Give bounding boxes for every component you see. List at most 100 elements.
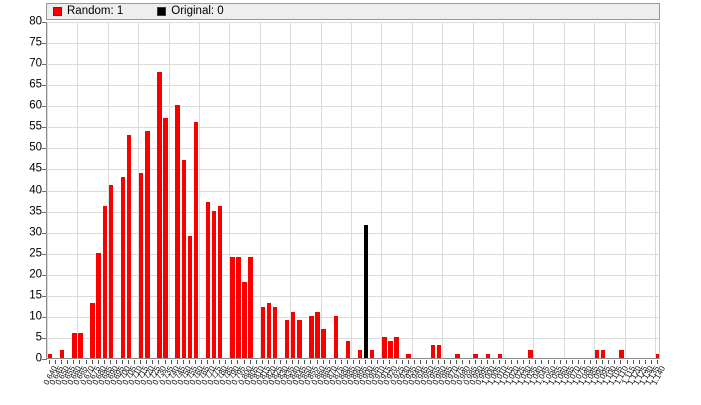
x-tick-mark <box>231 360 232 364</box>
x-tick-mark <box>578 360 579 364</box>
y-tick-label: 65 <box>29 78 42 91</box>
gridline-horizontal <box>47 190 659 192</box>
x-tick-mark <box>377 360 378 364</box>
gridline-vertical <box>77 22 78 358</box>
x-tick-mark <box>274 360 275 364</box>
x-tick-mark <box>134 360 135 364</box>
y-tick-mark <box>42 22 47 23</box>
gridline-vertical <box>655 22 656 358</box>
gridline-vertical <box>625 22 626 358</box>
y-tick-mark <box>42 64 47 66</box>
x-tick-mark <box>146 360 147 364</box>
x-tick-mark <box>67 360 68 364</box>
x-tick-mark <box>298 360 299 364</box>
plot-area <box>46 22 660 359</box>
gridline-vertical <box>564 22 565 358</box>
gridline-vertical <box>260 22 261 358</box>
x-tick-mark <box>128 360 129 364</box>
x-tick-mark <box>444 360 445 364</box>
x-tick-mark <box>566 360 567 364</box>
x-tick-mark <box>268 360 269 364</box>
bar-random <box>333 315 338 358</box>
x-tick-mark <box>584 360 585 364</box>
y-tick-mark <box>42 85 47 87</box>
x-tick-mark <box>98 360 99 364</box>
bar-random <box>138 172 144 358</box>
legend-entry-0[interactable]: Random: 1 <box>53 4 124 18</box>
bar-random <box>266 303 272 358</box>
x-tick-mark <box>481 360 482 364</box>
gridline-horizontal <box>47 106 659 108</box>
x-tick-mark <box>475 360 476 364</box>
x-tick-mark <box>55 360 56 364</box>
x-tick-mark <box>620 360 621 364</box>
gridline-horizontal <box>47 169 659 171</box>
x-tick-mark <box>79 360 80 364</box>
legend-entry-1[interactable]: Original: 0 <box>157 5 224 18</box>
bar-random <box>315 311 320 358</box>
gridline-horizontal <box>47 274 659 276</box>
x-tick-mark <box>420 360 421 364</box>
y-tick-label: 75 <box>29 36 42 49</box>
legend-label: Random: 1 <box>67 4 124 17</box>
bar-random <box>485 353 490 358</box>
x-tick-mark <box>426 360 427 364</box>
bar-random <box>102 206 107 358</box>
x-tick-mark <box>602 360 603 364</box>
gridline-vertical <box>199 22 200 358</box>
gridline-vertical <box>321 22 322 358</box>
y-tick-mark <box>42 169 47 171</box>
x-tick-mark <box>639 360 640 364</box>
bar-random <box>388 341 393 358</box>
gridline-horizontal <box>47 253 659 255</box>
x-tick-mark <box>256 360 257 364</box>
bar-random <box>473 353 478 358</box>
gridline-horizontal <box>47 295 659 297</box>
x-tick-mark <box>280 360 281 364</box>
y-tick-mark <box>42 295 47 297</box>
bar-random <box>90 303 95 358</box>
x-tick-mark <box>122 360 123 364</box>
gridline-horizontal <box>47 232 659 234</box>
bar-random <box>406 353 411 358</box>
gridline-horizontal <box>47 148 659 150</box>
bar-random <box>321 328 326 358</box>
gridline-vertical <box>412 22 413 358</box>
x-tick-mark <box>402 360 403 364</box>
x-tick-mark <box>86 360 87 364</box>
y-tick-mark <box>42 337 47 339</box>
y-tick-label: 45 <box>29 162 42 175</box>
x-tick-mark <box>244 360 245 364</box>
bar-random <box>242 282 247 358</box>
bar-random <box>205 202 211 358</box>
x-tick-mark <box>183 360 184 364</box>
gridline-horizontal <box>47 127 659 129</box>
gridline-vertical <box>290 22 291 358</box>
x-tick-mark <box>614 360 615 364</box>
x-tick-mark <box>171 360 172 364</box>
x-tick-mark <box>237 360 238 364</box>
x-tick-mark <box>371 360 372 364</box>
x-tick-mark <box>529 360 530 364</box>
x-tick-mark <box>317 360 318 364</box>
x-tick-mark <box>554 360 555 364</box>
bar-random <box>59 349 65 358</box>
x-tick-mark <box>329 360 330 364</box>
x-tick-mark <box>195 360 196 364</box>
gridline-horizontal <box>47 337 659 339</box>
gridline-horizontal <box>47 64 659 66</box>
x-tick-mark <box>365 360 366 364</box>
y-tick-label: 35 <box>29 204 42 217</box>
x-tick-mark <box>110 360 111 364</box>
x-tick-mark <box>450 360 451 364</box>
bar-random <box>108 185 114 358</box>
bar-random <box>248 256 253 358</box>
bar-random <box>96 252 101 358</box>
x-tick-mark <box>627 360 628 364</box>
gridline-vertical <box>138 22 139 358</box>
y-tick-label: 80 <box>29 15 42 28</box>
x-tick-mark <box>511 360 512 364</box>
x-tick-mark <box>158 360 159 364</box>
x-tick-mark <box>645 360 646 364</box>
